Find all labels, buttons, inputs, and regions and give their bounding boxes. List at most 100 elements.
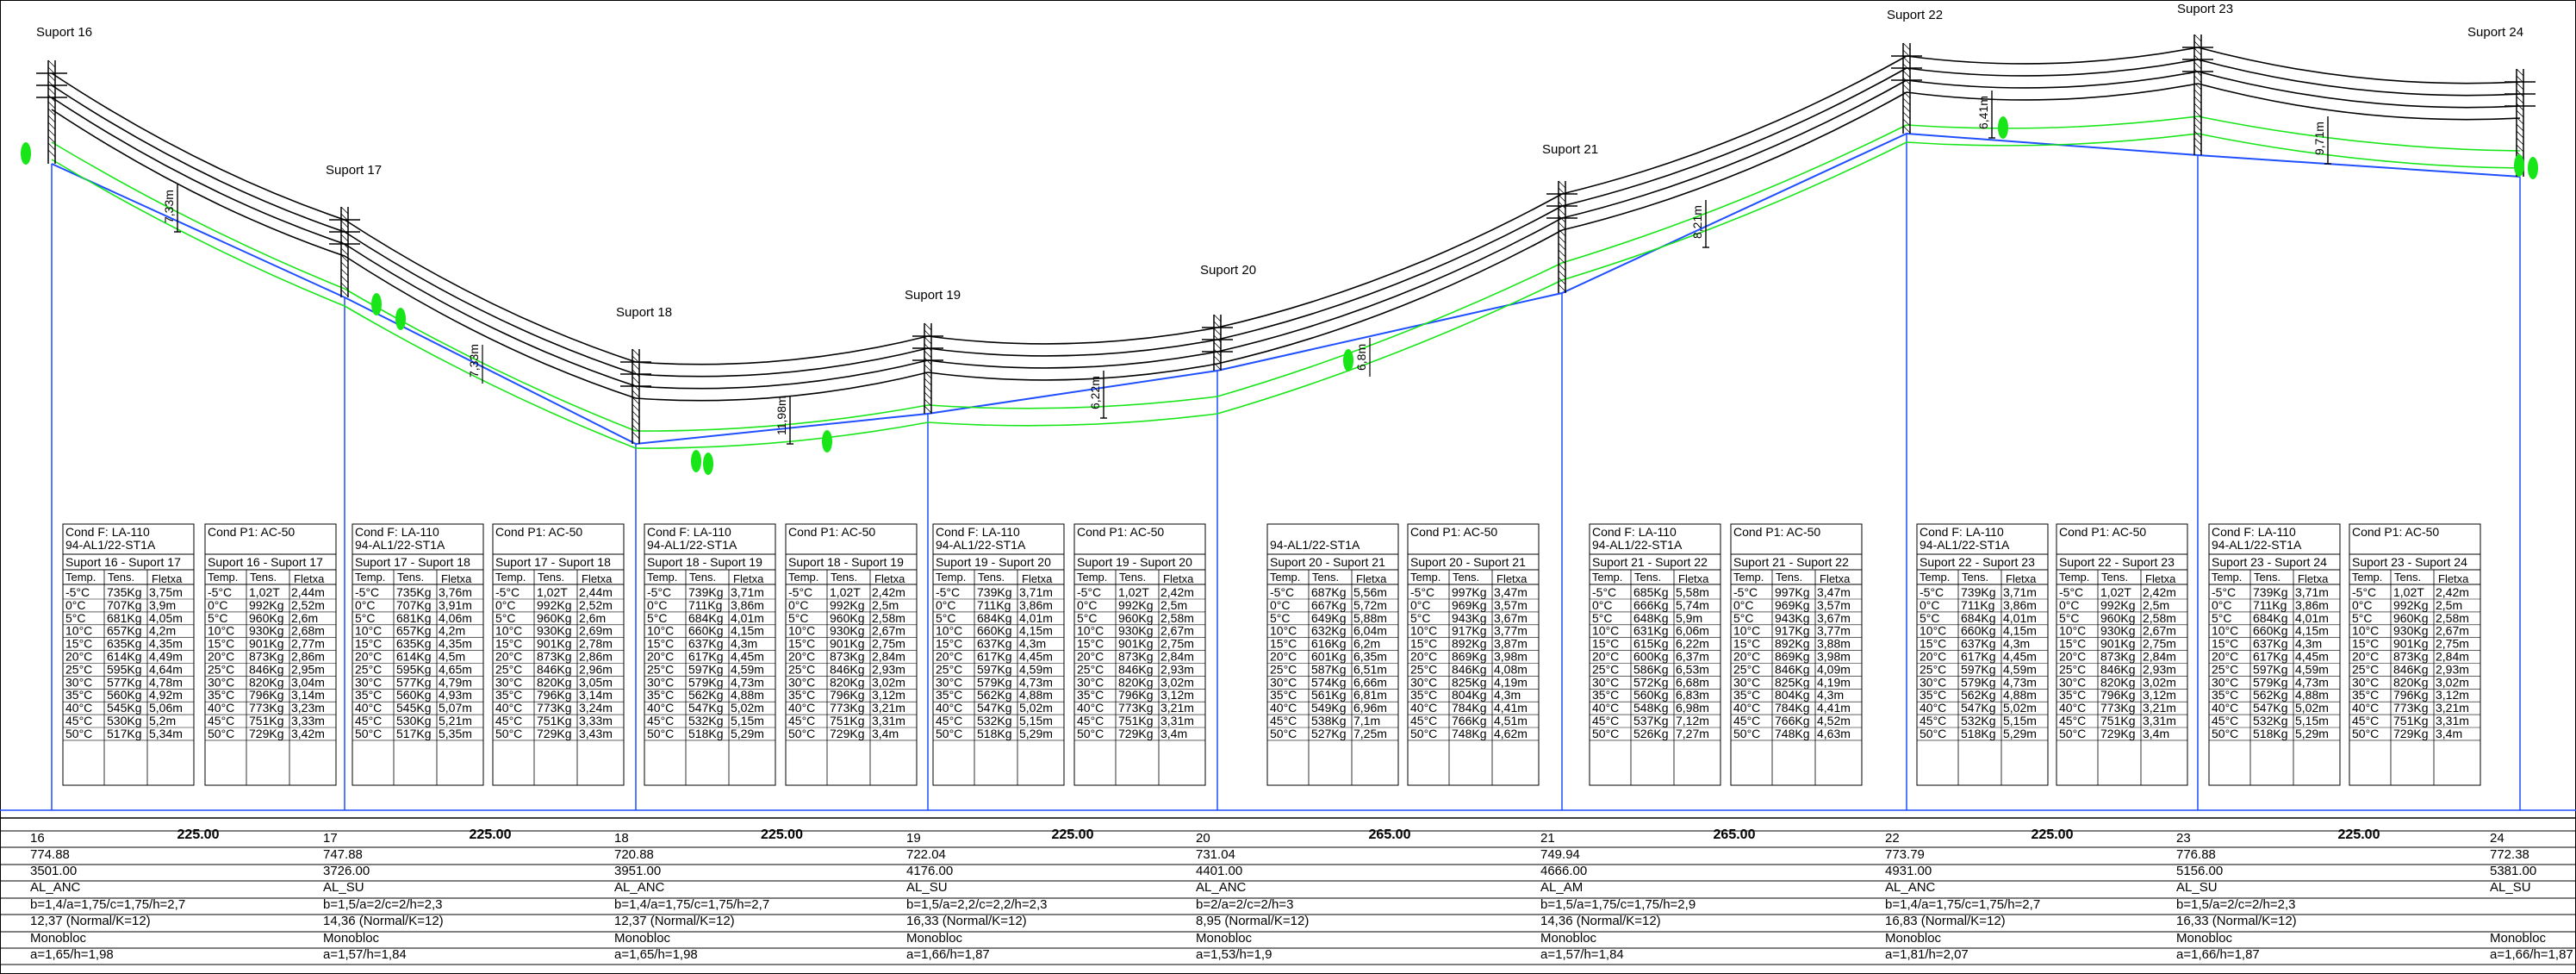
table-tension-cell: 660Kg: [1961, 624, 1995, 638]
table-border: [644, 523, 776, 786]
table-sag-cell: 2,93m: [872, 662, 905, 676]
table-temp-cell: 30°C: [788, 675, 815, 689]
table-sag-cell: 2,5m: [2436, 598, 2462, 612]
tower-lattice: [47, 142, 56, 151]
table-col-fletxa: Fletxa: [441, 572, 472, 585]
table-tension-cell: 1,02T: [537, 585, 568, 599]
table-temp-cell: -5°C: [1410, 585, 1434, 599]
table-temp-cell: 25°C: [1733, 662, 1760, 676]
table-temp-cell: 30°C: [65, 675, 92, 689]
table-col-temp: Temp.: [355, 571, 385, 584]
tower-lattice: [1558, 284, 1566, 292]
tower-lattice: [2193, 96, 2202, 104]
table-temp-cell: 45°C: [1920, 714, 1946, 727]
table-temp-cell: 50°C: [355, 727, 382, 740]
table-col-temp: Temp.: [2059, 571, 2089, 584]
table-sag-cell: 6,35m: [1353, 650, 1387, 664]
table-tension-cell: 751Kg: [830, 714, 864, 727]
table-sag-cell: 3,02m: [872, 675, 905, 689]
table-temp-cell: 10°C: [1077, 624, 1104, 638]
tower-lattice: [1902, 125, 1911, 134]
table-temp-cell: 30°C: [495, 675, 522, 689]
table-temp-cell: 15°C: [1410, 637, 1437, 651]
table-sag-cell: 4,01m: [2003, 611, 2037, 625]
table-span-title: Suport 17 - Suport 18: [355, 555, 470, 569]
tower-lattice: [1558, 277, 1566, 285]
band-type: AL_ANC: [614, 880, 665, 895]
table-temp-cell: 40°C: [1270, 701, 1297, 715]
tower-lattice: [2516, 123, 2524, 132]
table-tension-cell: 739Kg: [977, 585, 1011, 599]
table-sag-cell: 4,5m: [439, 650, 465, 664]
table-tension-cell: 992Kg: [1118, 598, 1153, 612]
table-tension-cell: 707Kg: [107, 598, 141, 612]
table-tension-cell: 1,02T: [249, 585, 280, 599]
band-foundation: Monobloc: [1885, 931, 1942, 946]
table-temp-cell: 40°C: [2352, 701, 2379, 715]
table-tension-cell: 960Kg: [249, 611, 283, 625]
table-col-temp: Temp.: [788, 571, 818, 584]
table-tension-cell: 997Kg: [1452, 585, 1486, 599]
table-sag-cell: 3,23m: [291, 701, 325, 715]
table-temp-cell: 0°C: [2352, 598, 2373, 612]
span-length: 225.00: [2338, 827, 2380, 842]
table-temp-cell: 30°C: [2212, 675, 2238, 689]
table-col-fletxa: Fletxa: [874, 572, 905, 585]
table-col-tens: Tens.: [689, 571, 716, 584]
table-tension-cell: 930Kg: [537, 624, 571, 638]
table-temp-cell: -5°C: [1270, 585, 1294, 599]
table-temp-cell: 30°C: [647, 675, 674, 689]
table-sag-cell: 3,4m: [2143, 727, 2169, 740]
clearance-curve: [1561, 141, 1907, 281]
band-foundation: Monobloc: [30, 931, 87, 946]
table-header: Cond P1: AC-50: [1733, 525, 1820, 539]
conductor-wire: [344, 243, 637, 387]
tower-lattice: [2516, 137, 2524, 146]
table-sag-cell: 3,9m: [149, 598, 176, 612]
table-sag-cell: 4,01m: [731, 611, 764, 625]
table-header: Cond F: LA-110: [1920, 525, 2004, 539]
table-sag-cell: 3,12m: [2436, 688, 2469, 702]
table-sag-cell: 5,02m: [731, 701, 764, 715]
table-header-sub: 94-AL1/22-ST1A: [1592, 538, 1683, 552]
table-temp-cell: -5°C: [1733, 585, 1758, 599]
band-number: 21: [1540, 831, 1555, 846]
table-sag-cell: 4,93m: [439, 688, 472, 702]
table-sag-cell: 5,56m: [1353, 585, 1387, 599]
table-temp-cell: 30°C: [2352, 675, 2379, 689]
table-tension-cell: 684Kg: [2253, 611, 2287, 625]
table-temp-cell: 0°C: [1410, 598, 1431, 612]
table-tension-cell: 873Kg: [2393, 650, 2428, 664]
tower-lattice: [2193, 137, 2202, 146]
table-sag-cell: 4,2m: [149, 624, 176, 638]
table-border: [2056, 523, 2188, 786]
table-sag-cell: 4,35m: [439, 637, 472, 651]
table-tension-cell: 804Kg: [1775, 688, 1809, 702]
conductor-wire: [51, 84, 345, 233]
band-found_dims: a=1,66/h=1,87: [2176, 947, 2260, 962]
table-tension-cell: 579Kg: [688, 675, 723, 689]
table-sag-cell: 3,14m: [291, 688, 325, 702]
table-sag-cell: 2,67m: [872, 624, 905, 638]
table-temp-cell: 50°C: [65, 727, 92, 740]
band-chainage: 3501.00: [30, 864, 77, 878]
table-sag-cell: 3,47m: [1494, 585, 1528, 599]
table-tension-cell: 684Kg: [688, 611, 723, 625]
support-label: Suport 17: [326, 163, 382, 178]
table-sag-cell: 3,71m: [2003, 585, 2037, 599]
tower-lattice: [1213, 328, 1222, 336]
table-temp-cell: 20°C: [647, 650, 674, 664]
table-col-tens: Tens.: [831, 571, 857, 584]
table-sag-cell: 2,86m: [291, 650, 325, 664]
tower-lattice: [47, 94, 56, 103]
table-sag-cell: 4,09m: [1817, 662, 1851, 676]
tower-lattice: [47, 108, 56, 116]
table-tension-cell: 751Kg: [1118, 714, 1153, 727]
table-sag-cell: 5,29m: [2003, 727, 2037, 740]
band-number: 23: [2176, 831, 2191, 846]
conductor-wire: [1216, 217, 1563, 353]
band-height: 16,33 (Normal/K=12): [906, 914, 1027, 928]
table-temp-cell: 20°C: [1920, 650, 1946, 664]
table-tension-cell: 901Kg: [830, 637, 864, 651]
table-tension-cell: 574Kg: [1311, 675, 1346, 689]
